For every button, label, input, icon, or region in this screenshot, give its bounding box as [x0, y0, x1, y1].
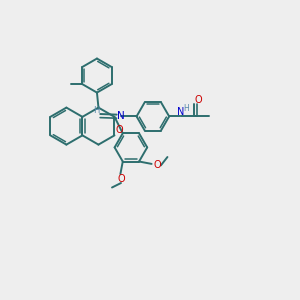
Text: N: N: [177, 106, 185, 117]
Text: O: O: [117, 174, 125, 184]
Text: O: O: [195, 95, 202, 105]
Text: N: N: [117, 111, 125, 122]
Text: H: H: [93, 106, 100, 115]
Text: O: O: [153, 160, 161, 170]
Text: H: H: [183, 103, 189, 112]
Text: O: O: [116, 125, 123, 135]
